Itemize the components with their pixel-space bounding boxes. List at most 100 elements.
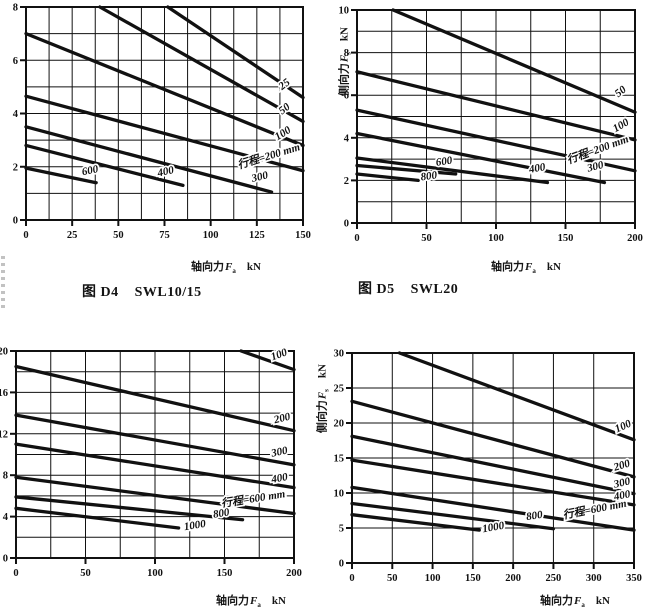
y-tick-label: 0 xyxy=(13,216,18,227)
x-tick-label: 100 xyxy=(203,230,219,241)
y-tick-label: 2 xyxy=(13,162,18,173)
x-tick-label: 150 xyxy=(295,230,311,241)
stroke-curve-100 xyxy=(355,70,637,142)
axial-force-text: 轴向力 xyxy=(216,595,249,607)
figure-d4-swl10-15-chart: 0 25 50 75 100 125 150 0 2 4 6 8 25 50 100 行程=200 mm 300… xyxy=(0,0,325,310)
stroke-curve-label: 1000 xyxy=(183,518,207,533)
y-tick-label: 8 xyxy=(344,48,349,59)
y-tick-label: 6 xyxy=(13,56,18,67)
stroke-curve-50 xyxy=(391,8,637,114)
force-subscript: a xyxy=(232,267,236,276)
x-tick-label: 0 xyxy=(13,568,18,579)
y-axis-label-d5: 侧向力Fs kN xyxy=(335,16,352,108)
y-tick-label: 10 xyxy=(334,489,345,500)
stroke-curve-25 xyxy=(166,5,305,100)
x-tick-label: 0 xyxy=(354,233,359,244)
stroke-curve-label: 100 xyxy=(269,346,289,363)
chart-canvas-3: 0 50 100 150 200 250 300 3500510152025301002003… xyxy=(334,349,642,585)
unit-text: kN xyxy=(546,261,561,273)
stroke-curve-label: 1000 xyxy=(481,520,505,536)
x-axis-label-d5: 轴向力Fa kN xyxy=(491,258,561,275)
force-symbol: F xyxy=(574,595,582,607)
y-tick-label: 12 xyxy=(0,429,8,440)
stroke-curve-100 xyxy=(397,351,636,442)
y-tick-label: 20 xyxy=(0,347,8,358)
model-name: SWL20 xyxy=(410,282,459,297)
y-tick-label: 16 xyxy=(0,388,8,399)
x-tick-label: 125 xyxy=(249,230,265,241)
x-tick-label: 75 xyxy=(159,230,170,241)
y-tick-label: 15 xyxy=(334,454,345,465)
x-tick-label: 250 xyxy=(546,573,562,584)
x-tick-label: 100 xyxy=(147,568,163,579)
figure-bottom-left-chart: 0 50 100 150 200 0 4 8 12 16 20 100 200 300 400 行程=600 … xyxy=(0,325,325,613)
figure-bottom-right-chart: 0 50 100 150 200 250 300 350 0 5 10 15 20 25 30 100 200 3… xyxy=(310,325,650,613)
x-tick-label: 50 xyxy=(387,573,398,584)
y-tick-label: 0 xyxy=(339,559,344,570)
y-tick-label: 4 xyxy=(13,109,19,120)
y-tick-label: 4 xyxy=(344,133,350,144)
axial-force-text: 轴向力 xyxy=(540,595,573,607)
stroke-curve-200 xyxy=(350,399,636,479)
y-tick-label: 2 xyxy=(344,176,349,187)
stroke-curve-800 xyxy=(350,501,556,531)
y-tick-label: 30 xyxy=(334,349,345,360)
stroke-curve-label: 400 xyxy=(269,471,289,486)
y-tick-label: 10 xyxy=(339,6,350,17)
figure-number: 图 D5 xyxy=(358,282,395,297)
x-tick-label: 150 xyxy=(558,233,574,244)
stroke-curve-label: 600 xyxy=(435,154,454,169)
x-axis-label-d4: 轴向力Fa kN xyxy=(191,258,261,275)
stroke-curve-600 xyxy=(24,166,98,185)
x-tick-label: 0 xyxy=(349,573,354,584)
y-tick-label: 5 xyxy=(339,524,344,535)
stroke-curve-1000 xyxy=(14,506,181,530)
stroke-curve-行程=600 mm xyxy=(14,475,296,516)
stroke-curve-label: 400 xyxy=(527,161,547,176)
axial-force-text: 轴向力 xyxy=(491,261,524,273)
unit-text: kN xyxy=(338,27,351,42)
stroke-curve-label: 50 xyxy=(613,83,629,100)
y-tick-label: 8 xyxy=(3,471,8,482)
y-tick-label: 8 xyxy=(13,3,18,14)
stroke-curve-行程=600 mm xyxy=(350,485,636,532)
x-tick-label: 100 xyxy=(425,573,441,584)
y-tick-label: 0 xyxy=(3,554,8,565)
unit-text: kN xyxy=(595,595,610,607)
x-tick-label: 200 xyxy=(286,568,302,579)
x-tick-label: 300 xyxy=(586,573,602,584)
force-subscript: a xyxy=(581,601,585,610)
stroke-curve-行程=200 mm xyxy=(355,108,637,173)
stroke-curve-label: 100 xyxy=(613,418,633,436)
stroke-curve-400 xyxy=(355,156,550,185)
force-symbol: F xyxy=(225,261,233,273)
caption-d5: 图 D5 SWL20 xyxy=(358,278,458,298)
stroke-curve-600 xyxy=(355,163,458,176)
y-tick-label: 6 xyxy=(344,91,349,102)
stroke-curve-400 xyxy=(24,143,185,188)
model-name: SWL10/15 xyxy=(134,285,202,300)
stroke-curve-800 xyxy=(14,495,245,522)
unit-text: kN xyxy=(246,261,261,273)
figure-number: 图 D4 xyxy=(82,285,119,300)
axial-force-text: 轴向力 xyxy=(191,261,224,273)
stroke-curve-800 xyxy=(355,172,420,183)
force-subscript: a xyxy=(532,267,536,276)
force-symbol: F xyxy=(316,391,329,400)
unit-text: kN xyxy=(271,595,286,607)
stroke-curve-200 xyxy=(14,364,296,433)
x-tick-label: 100 xyxy=(488,233,504,244)
x-tick-label: 200 xyxy=(627,233,643,244)
stroke-curve-100 xyxy=(239,349,296,372)
x-tick-label: 150 xyxy=(465,573,481,584)
x-tick-label: 50 xyxy=(113,230,124,241)
stroke-curve-100 xyxy=(24,31,305,148)
y-axis-label-bottom-right: 侧向力Fs kN xyxy=(313,358,330,440)
stroke-curve-行程=200 mm xyxy=(24,94,305,173)
y-tick-label: 25 xyxy=(334,384,345,395)
unit-text: kN xyxy=(316,364,329,379)
